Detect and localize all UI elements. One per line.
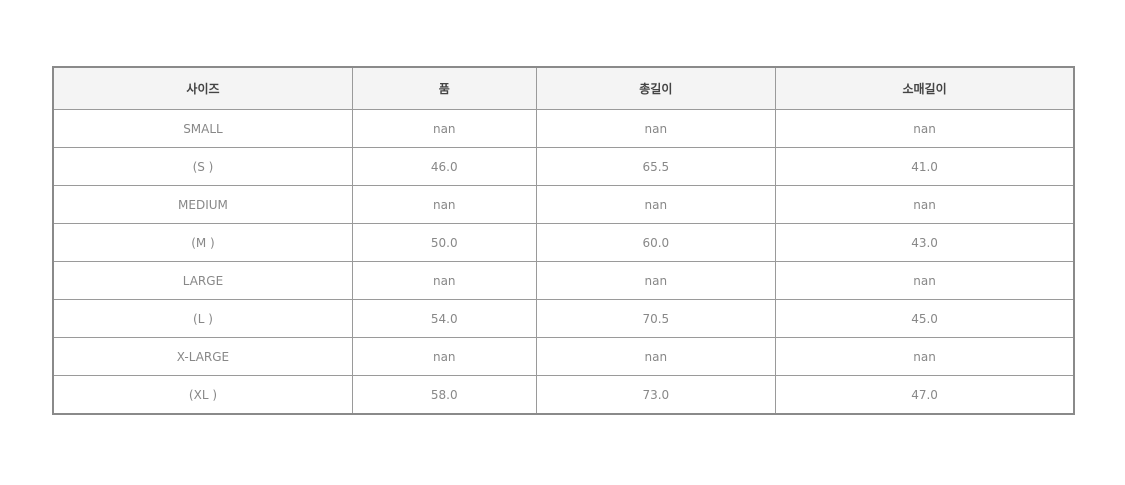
chest-width-cell: nan xyxy=(351,185,537,224)
chest-width-cell: 54.0 xyxy=(351,299,537,338)
table-row: SMALL nan nan nan xyxy=(52,109,1075,148)
table-row: (L ) 54.0 70.5 45.0 xyxy=(52,299,1075,338)
table-row: MEDIUM nan nan nan xyxy=(52,185,1075,224)
size-cell: (S ) xyxy=(52,147,353,186)
total-length-cell: 60.0 xyxy=(535,223,777,262)
sleeve-length-cell: nan xyxy=(775,261,1075,300)
total-length-cell: 70.5 xyxy=(535,299,777,338)
total-length-cell: 65.5 xyxy=(535,147,777,186)
size-chart-table: 사이즈 품 총길이 소매길이 SMALL nan nan nan (S ) 46.0 65.… xyxy=(52,66,1075,415)
size-cell: (XL ) xyxy=(52,375,353,415)
size-cell: X-LARGE xyxy=(52,337,353,376)
total-length-cell: nan xyxy=(535,261,777,300)
total-length-cell: nan xyxy=(535,185,777,224)
sleeve-length-cell: 41.0 xyxy=(775,147,1075,186)
header-sleeve-length: 소매길이 xyxy=(775,66,1075,110)
table-row: (XL ) 58.0 73.0 47.0 xyxy=(52,375,1075,415)
header-size: 사이즈 xyxy=(52,66,353,110)
sleeve-length-cell: nan xyxy=(775,337,1075,376)
sleeve-length-cell: nan xyxy=(775,109,1075,148)
sleeve-length-cell: 47.0 xyxy=(775,375,1075,415)
size-cell: (L ) xyxy=(52,299,353,338)
sleeve-length-cell: nan xyxy=(775,185,1075,224)
chest-width-cell: 46.0 xyxy=(351,147,537,186)
chest-width-cell: nan xyxy=(351,261,537,300)
sleeve-length-cell: 43.0 xyxy=(775,223,1075,262)
size-cell: SMALL xyxy=(52,109,353,148)
header-row: 사이즈 품 총길이 소매길이 xyxy=(52,66,1075,110)
chest-width-cell: nan xyxy=(351,337,537,376)
chest-width-cell: 58.0 xyxy=(351,375,537,415)
size-cell: LARGE xyxy=(52,261,353,300)
total-length-cell: nan xyxy=(535,109,777,148)
total-length-cell: nan xyxy=(535,337,777,376)
table-row: (S ) 46.0 65.5 41.0 xyxy=(52,147,1075,186)
size-cell: (M ) xyxy=(52,223,353,262)
table-row: X-LARGE nan nan nan xyxy=(52,337,1075,376)
header-total-length: 총길이 xyxy=(535,66,777,110)
sleeve-length-cell: 45.0 xyxy=(775,299,1075,338)
table-row: LARGE nan nan nan xyxy=(52,261,1075,300)
size-cell: MEDIUM xyxy=(52,185,353,224)
chest-width-cell: 50.0 xyxy=(351,223,537,262)
total-length-cell: 73.0 xyxy=(535,375,777,415)
header-chest-width: 품 xyxy=(351,66,537,110)
chest-width-cell: nan xyxy=(351,109,537,148)
table-row: (M ) 50.0 60.0 43.0 xyxy=(52,223,1075,262)
